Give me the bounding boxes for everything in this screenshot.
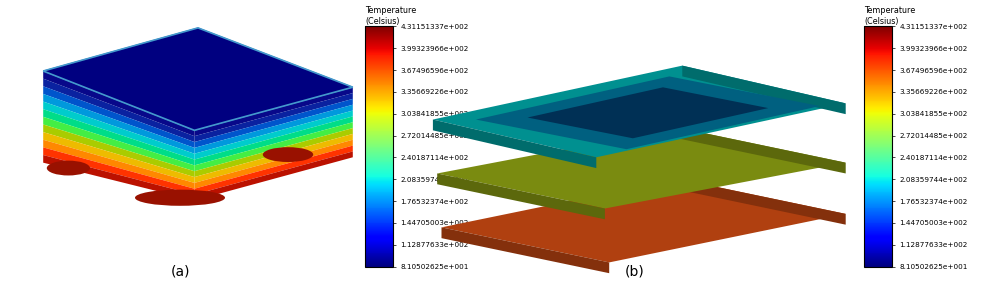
- Polygon shape: [437, 173, 605, 219]
- Text: (a): (a): [170, 265, 190, 279]
- Polygon shape: [43, 155, 194, 200]
- Polygon shape: [43, 102, 194, 159]
- Polygon shape: [194, 93, 353, 142]
- Polygon shape: [194, 128, 353, 177]
- Polygon shape: [43, 132, 194, 183]
- Polygon shape: [433, 120, 596, 168]
- Polygon shape: [43, 147, 194, 195]
- Text: (b): (b): [625, 265, 645, 279]
- Polygon shape: [476, 76, 820, 149]
- Polygon shape: [194, 140, 353, 189]
- Polygon shape: [43, 79, 194, 142]
- Polygon shape: [437, 128, 846, 209]
- Polygon shape: [194, 99, 353, 148]
- Polygon shape: [194, 105, 353, 154]
- Polygon shape: [682, 66, 846, 114]
- Ellipse shape: [263, 147, 313, 162]
- Polygon shape: [43, 94, 194, 154]
- Polygon shape: [43, 117, 194, 171]
- Ellipse shape: [47, 161, 90, 176]
- Polygon shape: [194, 134, 353, 183]
- Polygon shape: [43, 71, 194, 136]
- Polygon shape: [194, 87, 353, 136]
- Polygon shape: [442, 179, 846, 263]
- Polygon shape: [194, 122, 353, 171]
- Text: Temperature
(Celsius): Temperature (Celsius): [864, 6, 915, 25]
- Polygon shape: [43, 28, 353, 130]
- Polygon shape: [442, 227, 609, 273]
- Polygon shape: [194, 116, 353, 165]
- Polygon shape: [43, 28, 353, 130]
- Ellipse shape: [135, 190, 225, 206]
- Polygon shape: [678, 179, 846, 225]
- Polygon shape: [194, 110, 353, 159]
- Text: Temperature
(Celsius): Temperature (Celsius): [365, 6, 416, 25]
- Polygon shape: [528, 87, 768, 138]
- Polygon shape: [43, 125, 194, 177]
- Polygon shape: [43, 86, 194, 148]
- Polygon shape: [43, 109, 194, 165]
- Polygon shape: [194, 151, 353, 200]
- Polygon shape: [433, 66, 846, 157]
- Polygon shape: [678, 128, 846, 173]
- Polygon shape: [43, 140, 194, 189]
- Polygon shape: [194, 146, 353, 195]
